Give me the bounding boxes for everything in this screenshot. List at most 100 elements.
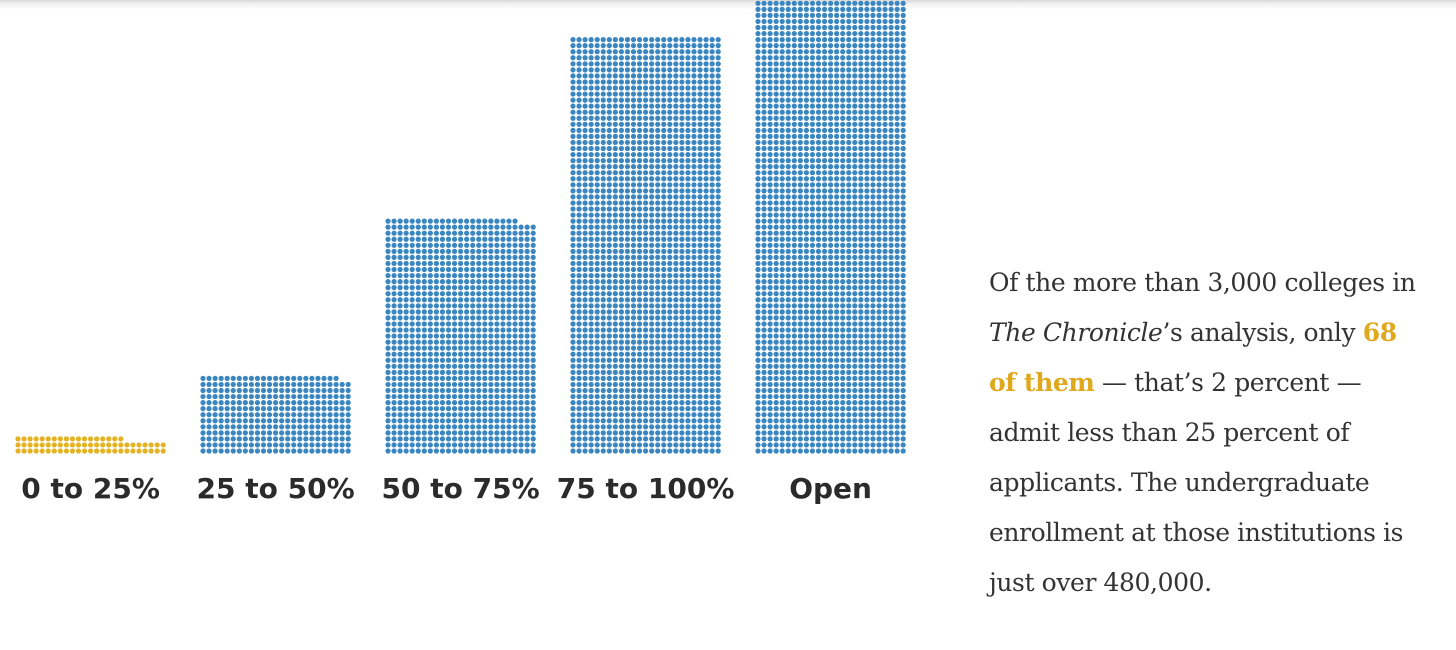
data-dot — [876, 6, 882, 12]
data-dot — [864, 91, 870, 97]
data-dot — [761, 424, 767, 430]
data-dot — [834, 400, 840, 406]
data-dot — [815, 285, 822, 291]
data-dot — [791, 436, 797, 442]
data-dot — [600, 436, 606, 442]
data-dot — [858, 436, 864, 442]
data-dot — [846, 176, 852, 182]
data-dot — [655, 412, 661, 418]
data-dot — [506, 333, 512, 339]
data-dot — [821, 242, 828, 248]
data-dot — [894, 212, 900, 218]
data-dot — [834, 43, 840, 49]
data-dot — [624, 224, 631, 230]
data-dot — [530, 285, 536, 291]
data-dot — [828, 109, 834, 115]
data-dot — [840, 212, 846, 218]
data-dot — [643, 218, 649, 224]
data-dot — [773, 97, 779, 103]
data-dot — [673, 406, 679, 412]
data-dot — [445, 321, 452, 327]
data-dot — [673, 49, 679, 55]
data-dot — [697, 387, 703, 394]
data-dot — [482, 400, 488, 406]
data-dot — [445, 333, 452, 339]
data-dot — [858, 151, 864, 158]
data-dot — [858, 339, 864, 345]
data-dot — [524, 418, 530, 424]
data-dot — [385, 406, 391, 412]
top-edge-shadow — [0, 0, 1456, 10]
data-dot — [755, 436, 761, 442]
data-dot — [206, 393, 212, 400]
data-dot — [828, 430, 834, 436]
data-dot — [279, 442, 285, 448]
data-dot — [624, 387, 631, 394]
data-dot — [570, 139, 576, 146]
data-dot — [840, 6, 846, 12]
data-dot — [779, 236, 785, 242]
data-dot — [876, 448, 882, 454]
data-dot — [649, 121, 655, 127]
data-dot — [643, 291, 649, 297]
data-dot — [809, 218, 816, 224]
data-dot — [530, 393, 536, 400]
data-dot — [518, 285, 524, 291]
data-dot — [703, 170, 709, 176]
data-dot — [291, 400, 297, 406]
data-dot — [618, 345, 625, 351]
data-dot — [834, 254, 840, 260]
data-dot — [636, 272, 643, 279]
data-dot — [773, 236, 779, 242]
data-dot — [779, 79, 785, 85]
data-dot — [649, 345, 655, 351]
data-dot — [876, 133, 882, 139]
data-dot — [321, 436, 327, 442]
data-dot — [715, 67, 721, 73]
data-dot — [482, 242, 488, 248]
data-dot — [846, 133, 852, 139]
data-dot — [242, 412, 248, 418]
data-dot — [882, 230, 888, 236]
data-dot — [809, 272, 816, 279]
data-dot — [767, 18, 773, 25]
data-dot — [476, 412, 482, 418]
data-dot — [888, 333, 894, 339]
data-dot — [458, 266, 464, 273]
data-dot — [482, 369, 488, 375]
data-dot — [900, 303, 906, 309]
data-dot — [230, 412, 236, 418]
data-dot — [482, 303, 488, 309]
data-dot — [206, 424, 212, 430]
data-dot — [655, 164, 661, 170]
data-dot — [828, 97, 834, 103]
data-dot — [476, 369, 482, 375]
data-dot — [834, 442, 840, 448]
data-dot — [600, 115, 606, 121]
data-dot — [709, 387, 715, 394]
data-dot — [761, 351, 767, 357]
data-dot — [679, 200, 685, 206]
data-dot — [594, 182, 600, 188]
data-dot — [785, 387, 791, 394]
data-dot — [888, 133, 894, 139]
data-dot — [588, 242, 594, 248]
data-dot — [679, 85, 685, 91]
data-dot — [779, 321, 785, 327]
data-dot — [852, 224, 858, 230]
data-dot — [618, 315, 625, 321]
data-dot — [248, 448, 254, 454]
data-dot — [785, 176, 791, 182]
data-dot — [864, 285, 870, 291]
data-dot — [385, 242, 391, 248]
data-dot — [703, 436, 709, 442]
data-dot — [655, 103, 661, 109]
data-dot — [791, 406, 797, 412]
data-dot — [636, 139, 643, 146]
data-dot — [385, 218, 391, 224]
data-dot — [391, 254, 397, 260]
data-dot — [834, 158, 840, 164]
data-dot — [691, 248, 697, 254]
data-dot — [606, 297, 612, 303]
data-dot — [482, 327, 488, 333]
